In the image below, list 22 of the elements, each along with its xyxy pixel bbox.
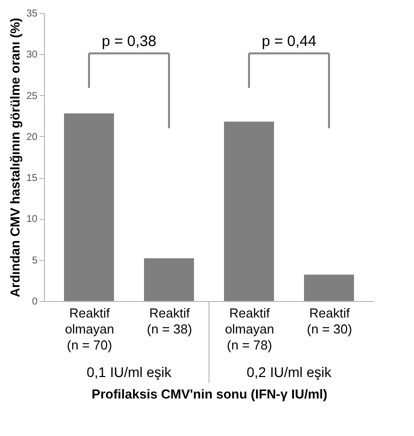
y-tick-label: 5 — [32, 255, 38, 266]
bar — [64, 113, 114, 301]
y-tick-label: 15 — [26, 173, 38, 184]
y-tick-label: 20 — [26, 132, 38, 143]
text: 0,2 IU/ml eşik — [246, 364, 332, 380]
x-axis-title: Profilaksis CMV'nin sonu (IFN-γ IU/ml) — [92, 386, 328, 402]
y-tick-label: 30 — [26, 50, 38, 61]
bar — [304, 274, 354, 301]
text: 0,1 IU/ml eşik — [86, 364, 172, 380]
annotation: p = 0,44 — [262, 33, 316, 50]
annotation: p = 0,38 — [102, 33, 156, 50]
x-tick-label: Reaktif (n = 38) — [146, 306, 192, 336]
y-tick-label: 10 — [26, 214, 38, 226]
x-tick-label: Reaktif (n = 30) — [306, 306, 352, 336]
x-tick-label: Reaktif olmayan (n = 70) — [64, 306, 114, 352]
bar — [144, 258, 194, 301]
y-axis-title: Ardından CMV hastalığının görülme oranı (%) — [7, 18, 22, 298]
y-tick-label: 35 — [26, 8, 38, 20]
x-tick-label: Reaktif olmayan (n = 78) — [224, 306, 274, 352]
y-tick-label: 25 — [26, 90, 38, 102]
bar — [224, 122, 274, 301]
y-tick-label: 0 — [32, 296, 38, 308]
